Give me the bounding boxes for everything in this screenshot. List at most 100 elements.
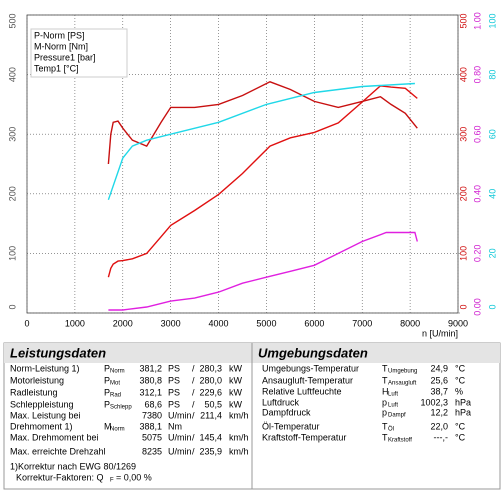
row-value: 8235	[142, 446, 162, 456]
row-symbol-sub: Ansaugluft	[388, 381, 417, 387]
y-tick-label: 500	[7, 13, 17, 28]
row-unit: °C	[455, 375, 466, 385]
footnote: 1)Korrektur nach EWG 80/1269	[10, 461, 136, 471]
row-value: 38,7	[430, 386, 448, 396]
row-unit: hPa	[455, 397, 471, 407]
row-separator: /	[192, 387, 195, 397]
row-symbol-sub: Mot	[110, 381, 120, 387]
row-label: Radleistung	[10, 387, 58, 397]
row-symbol: H	[382, 386, 389, 396]
y-tick-label: 400	[458, 67, 468, 82]
y-tick-label: 60	[487, 129, 497, 139]
x-tick-label: 4000	[209, 318, 229, 328]
y-tick-label: 100	[487, 13, 497, 28]
row-label: Drehmoment 1)	[10, 421, 73, 431]
row-label: Dampfdruck	[262, 407, 311, 417]
row-label: Norm-Leistung 1)	[10, 363, 80, 373]
x-tick-label: 0	[24, 318, 29, 328]
row-value2: 280,0	[199, 375, 222, 385]
row-value: 1002,3	[420, 397, 448, 407]
y-tick-label: 100	[458, 246, 468, 261]
series-line	[107, 81, 418, 165]
row-label: Max. Drehmoment bei	[10, 432, 99, 442]
row-unit: U/min	[168, 432, 192, 442]
y-tick-label: 40	[487, 189, 497, 199]
row-separator: /	[192, 446, 195, 456]
row-value: 22,0	[430, 421, 448, 431]
y-tick-label: 300	[458, 127, 468, 142]
row-symbol: P	[104, 387, 110, 397]
row-label: Öl-Temperatur	[262, 421, 320, 431]
row-symbol: T	[382, 432, 388, 442]
row-symbol: p	[382, 407, 387, 417]
row-unit: °C	[455, 421, 466, 431]
row-value2: 145,4	[199, 432, 222, 442]
y-tick-label: 0.80	[472, 66, 482, 84]
row-symbol: p	[382, 397, 387, 407]
y-tick-label: 0.40	[472, 185, 482, 203]
row-unit: PS	[168, 375, 180, 385]
legend-entry: Pressure1 [bar]	[34, 52, 96, 62]
factor-sub: F	[110, 478, 114, 484]
legend-entry: M-Norm [Nm]	[34, 41, 88, 51]
row-unit: U/min	[168, 446, 192, 456]
row-value: 24,9	[430, 363, 448, 373]
legend-entry: P-Norm [PS]	[34, 30, 85, 40]
row-unit: U/min	[168, 410, 192, 420]
row-symbol: T	[382, 363, 388, 373]
x-tick-label: 2000	[113, 318, 133, 328]
legend-entry: Temp1 [°C]	[34, 63, 79, 73]
row-separator: /	[192, 399, 195, 409]
row-symbol-sub: Dampf	[388, 413, 406, 419]
row-symbol-sub: Luft	[388, 403, 398, 409]
row-value: 7380	[142, 410, 162, 420]
y-tick-label: 0.60	[472, 125, 482, 143]
row-unit: Nm	[168, 421, 182, 431]
row-unit2: kW	[229, 399, 243, 409]
row-value2: 235,9	[199, 446, 222, 456]
y-tick-label: 200	[7, 186, 17, 201]
row-symbol-sub: Kraftstoff	[388, 438, 412, 444]
y-tick-label: 0.00	[472, 298, 482, 316]
row-unit: PS	[168, 363, 180, 373]
legend-box	[30, 28, 128, 78]
y-tick-label: 1.00	[472, 12, 482, 30]
y-tick-label: 80	[487, 70, 497, 80]
series-line	[107, 82, 415, 201]
row-symbol-sub: Umgebung	[388, 369, 417, 375]
y-tick-label: 100	[7, 246, 17, 261]
row-value2: 229,6	[199, 387, 222, 397]
row-unit: °C	[455, 363, 466, 373]
row-label: Ansaugluft-Temperatur	[262, 375, 353, 385]
x-axis-label: n [U/min]	[422, 328, 458, 338]
y-tick-label: 0.20	[472, 245, 482, 263]
y-tick-label: 300	[7, 127, 17, 142]
row-label: Max. Leistung bei	[10, 410, 81, 420]
series-line	[107, 85, 418, 278]
row-unit2: km/h	[229, 410, 249, 420]
row-symbol-sub: Rad	[110, 393, 121, 399]
row-unit: °C	[455, 432, 466, 442]
row-symbol-sub: Luft	[388, 392, 398, 398]
row-label: Motorleistung	[10, 375, 64, 385]
row-value: 5075	[142, 432, 162, 442]
y-tick-label: 400	[7, 67, 17, 82]
row-symbol-sub: Öl	[388, 426, 394, 433]
row-value: 12,2	[430, 407, 448, 417]
x-tick-label: 3000	[161, 318, 181, 328]
row-symbol: T	[382, 421, 388, 431]
row-label: Kraftstoff-Temperatur	[262, 432, 346, 442]
row-unit: %	[455, 386, 463, 396]
x-tick-label: 6000	[304, 318, 324, 328]
row-unit2: kW	[229, 375, 243, 385]
plot-frame	[26, 14, 459, 314]
y-tick-label: 500	[458, 13, 468, 28]
row-label: Luftdruck	[262, 397, 300, 407]
row-value: 388,1	[139, 421, 162, 431]
row-value: 381,2	[139, 363, 162, 373]
row-value: 380,8	[139, 375, 162, 385]
row-value2: 211,4	[200, 410, 222, 420]
row-label: Umgebungs-Temperatur	[262, 363, 359, 373]
row-label: Max. erreichte Drehzahl	[10, 446, 106, 456]
